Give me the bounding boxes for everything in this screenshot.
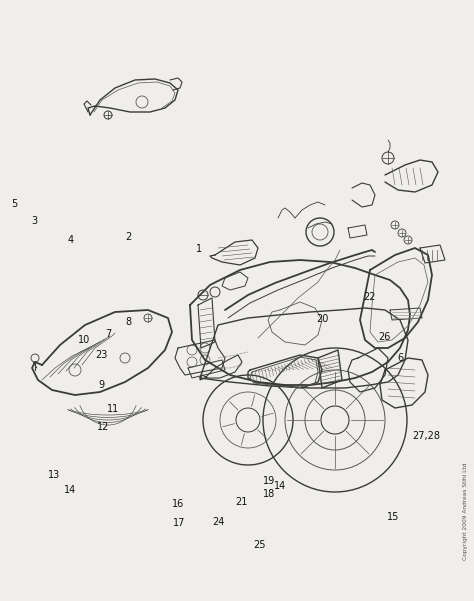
Text: 5: 5 [11,200,18,209]
Text: 26: 26 [378,332,390,341]
Text: 22: 22 [364,293,376,302]
Text: 8: 8 [125,317,131,326]
Text: 9: 9 [99,380,105,389]
Text: 13: 13 [48,470,61,480]
Text: 17: 17 [173,518,185,528]
Text: 3: 3 [31,216,37,226]
Text: 10: 10 [78,335,91,344]
Text: 7: 7 [105,329,111,338]
Text: 14: 14 [273,481,286,490]
Text: 6: 6 [398,353,403,362]
Text: 12: 12 [97,422,109,432]
Text: 15: 15 [387,512,400,522]
Text: 1: 1 [196,245,202,254]
Text: 4: 4 [67,236,73,245]
Text: 11: 11 [107,404,119,413]
Text: 21: 21 [236,498,248,507]
Text: 14: 14 [64,485,76,495]
Text: 27,28: 27,28 [412,432,441,441]
Text: 25: 25 [254,540,266,549]
Text: 24: 24 [212,517,224,526]
Text: 2: 2 [125,233,131,242]
Text: Copyright 2009 Andreas Stihl Ltd: Copyright 2009 Andreas Stihl Ltd [464,462,468,560]
Text: 19: 19 [263,476,275,486]
Text: 20: 20 [316,314,328,323]
Text: 16: 16 [172,499,184,508]
Text: 23: 23 [96,350,108,359]
Text: 18: 18 [263,489,275,499]
